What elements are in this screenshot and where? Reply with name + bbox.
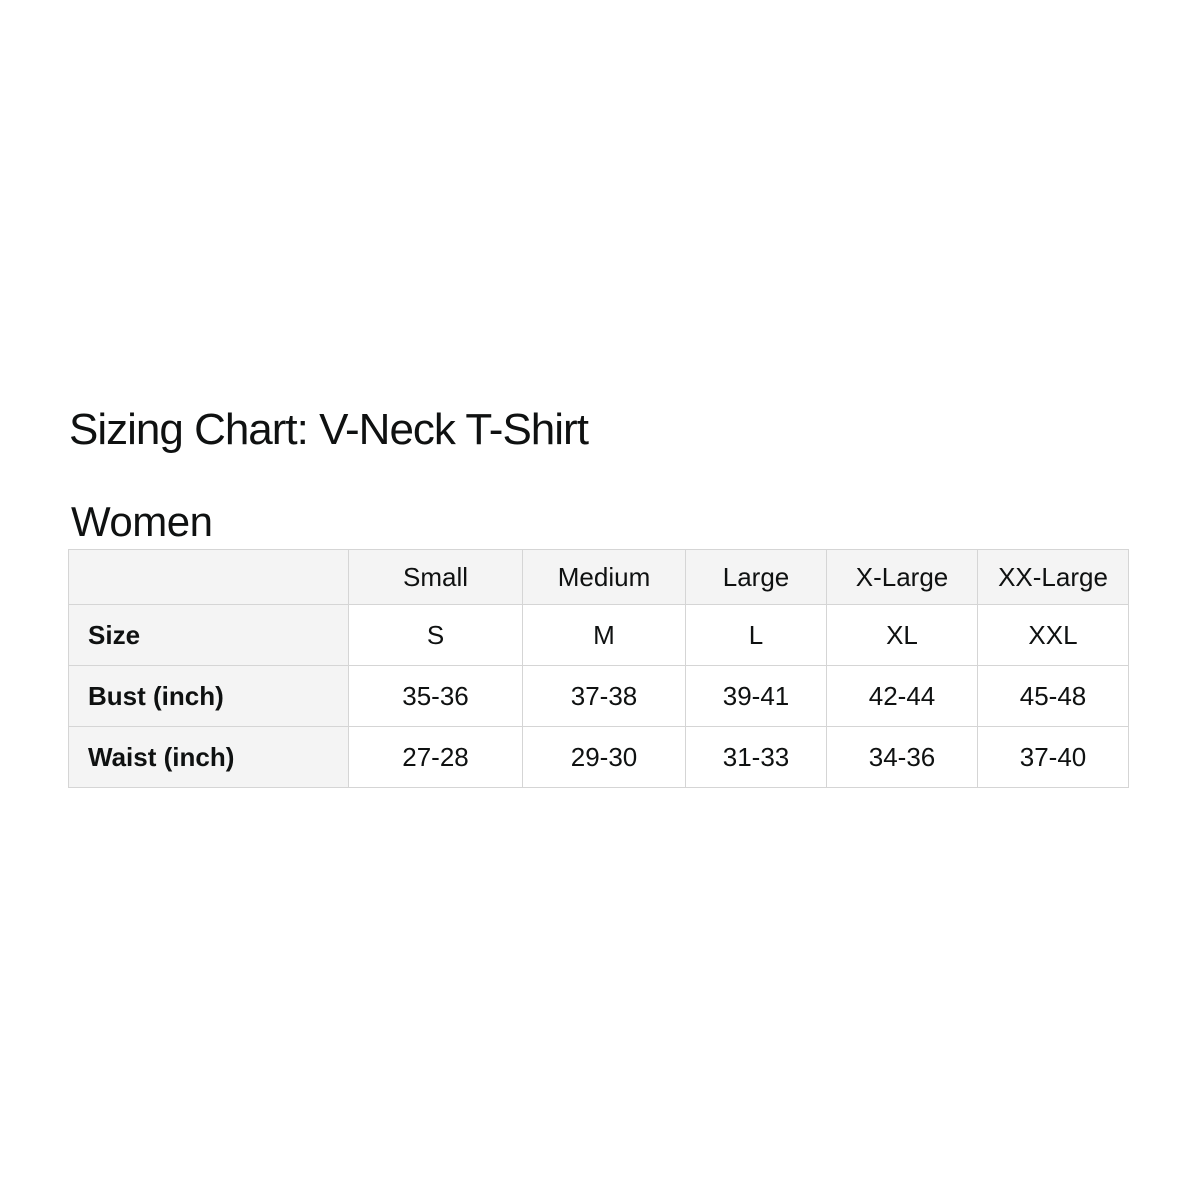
column-header-medium: Medium (522, 549, 686, 605)
sizing-table: Small Medium Large X-Large XX-Large Size… (68, 549, 1129, 788)
table-cell: 37-38 (522, 665, 686, 727)
section-heading-women: Women (71, 498, 213, 545)
table-cell: 39-41 (685, 665, 827, 727)
table-row-bust: Bust (inch) 35-36 37-38 39-41 42-44 45-4… (68, 665, 1129, 727)
table-cell: 45-48 (977, 665, 1129, 727)
column-header-large: Large (685, 549, 827, 605)
table-cell: S (348, 604, 523, 666)
table-cell: 34-36 (826, 726, 978, 788)
table-row-size: Size S M L XL XXL (68, 604, 1129, 666)
corner-cell (68, 549, 349, 605)
table-cell: 42-44 (826, 665, 978, 727)
table-row-waist: Waist (inch) 27-28 29-30 31-33 34-36 37-… (68, 726, 1129, 788)
column-header-small: Small (348, 549, 523, 605)
table-cell: 35-36 (348, 665, 523, 727)
table-cell: 29-30 (522, 726, 686, 788)
table-cell: M (522, 604, 686, 666)
row-label-waist: Waist (inch) (68, 726, 349, 788)
column-header-x-large: X-Large (826, 549, 978, 605)
row-label-bust: Bust (inch) (68, 665, 349, 727)
page-title: Sizing Chart: V-Neck T-Shirt (69, 405, 589, 454)
table-cell: L (685, 604, 827, 666)
table-cell: 31-33 (685, 726, 827, 788)
table-cell: XL (826, 604, 978, 666)
row-label-size: Size (68, 604, 349, 666)
table-cell: 27-28 (348, 726, 523, 788)
table-cell: 37-40 (977, 726, 1129, 788)
table-cell: XXL (977, 604, 1129, 666)
column-header-xx-large: XX-Large (977, 549, 1129, 605)
table-header-row: Small Medium Large X-Large XX-Large (68, 549, 1129, 605)
